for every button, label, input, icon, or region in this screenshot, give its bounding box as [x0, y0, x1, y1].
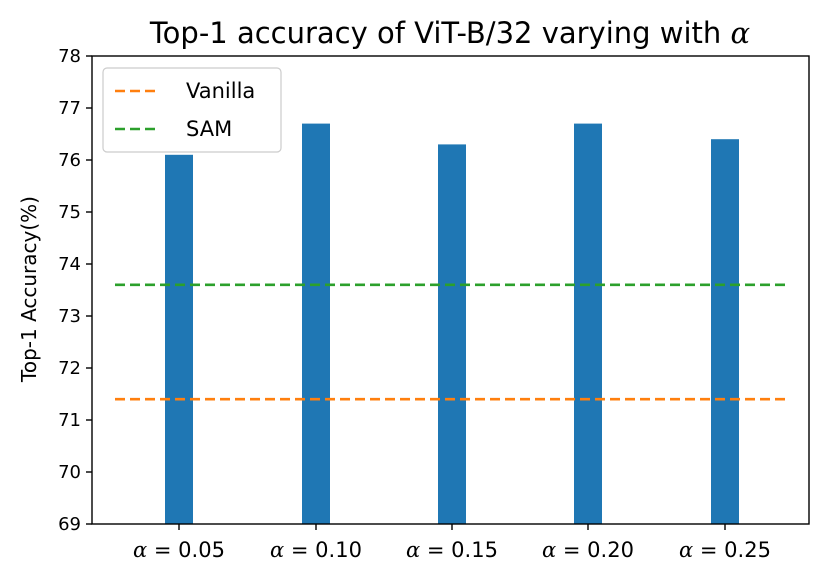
- bar-3: [438, 144, 466, 524]
- x-tick-label-value: = 0.15: [420, 538, 498, 562]
- y-tick-label-72: 72: [58, 358, 81, 379]
- x-tick-label-4: α = 0.20: [542, 538, 634, 562]
- bar-1: [165, 154, 193, 525]
- legend-label-vanilla: Vanilla: [186, 79, 255, 103]
- x-tick-label-symbol: α: [542, 538, 556, 562]
- y-tick-label-69: 69: [58, 514, 81, 535]
- x-tick-label-2: α = 0.10: [270, 538, 362, 562]
- legend-label-sam: SAM: [186, 117, 232, 141]
- x-tick-label-symbol: α: [679, 538, 693, 562]
- y-tick-label-78: 78: [58, 46, 81, 67]
- x-tick-label-3: α = 0.15: [406, 538, 498, 562]
- bar-2: [302, 123, 330, 524]
- y-tick-label-73: 73: [58, 306, 81, 327]
- legend: Vanilla SAM: [102, 67, 282, 153]
- x-tick-label-1: α = 0.05: [133, 538, 225, 562]
- chart-title: Top-1 accuracy of ViT-B/32 varying with …: [149, 16, 750, 50]
- y-tick-label-74: 74: [58, 254, 81, 275]
- bars-group: [165, 123, 739, 525]
- x-tick-label-value: = 0.20: [556, 538, 634, 562]
- bar-4: [574, 123, 602, 524]
- bar-5: [711, 139, 739, 524]
- chart-title-text: Top-1 accuracy of ViT-B/32 varying with: [149, 16, 731, 50]
- y-tick-label-71: 71: [58, 410, 81, 431]
- y-axis-label: Top-1 Accuracy(%): [17, 196, 41, 383]
- x-tick-label-symbol: α: [133, 538, 147, 562]
- y-tick-label-76: 76: [58, 150, 81, 171]
- x-tick-label-value: = 0.05: [147, 538, 225, 562]
- x-tick-label-5: α = 0.25: [679, 538, 771, 562]
- y-tick-label-75: 75: [58, 202, 81, 223]
- x-tick-label-symbol: α: [270, 538, 284, 562]
- x-tick-label-value: = 0.10: [284, 538, 362, 562]
- plot-frame: [91, 55, 810, 525]
- y-tick-label-70: 70: [58, 462, 81, 483]
- legend-box: [102, 67, 282, 153]
- y-tick-label-77: 77: [58, 98, 81, 119]
- reference-lines-group: [115, 283, 789, 401]
- chart-title-symbol: α: [731, 16, 751, 50]
- x-tick-label-symbol: α: [406, 538, 420, 562]
- x-tick-label-value: = 0.25: [693, 538, 771, 562]
